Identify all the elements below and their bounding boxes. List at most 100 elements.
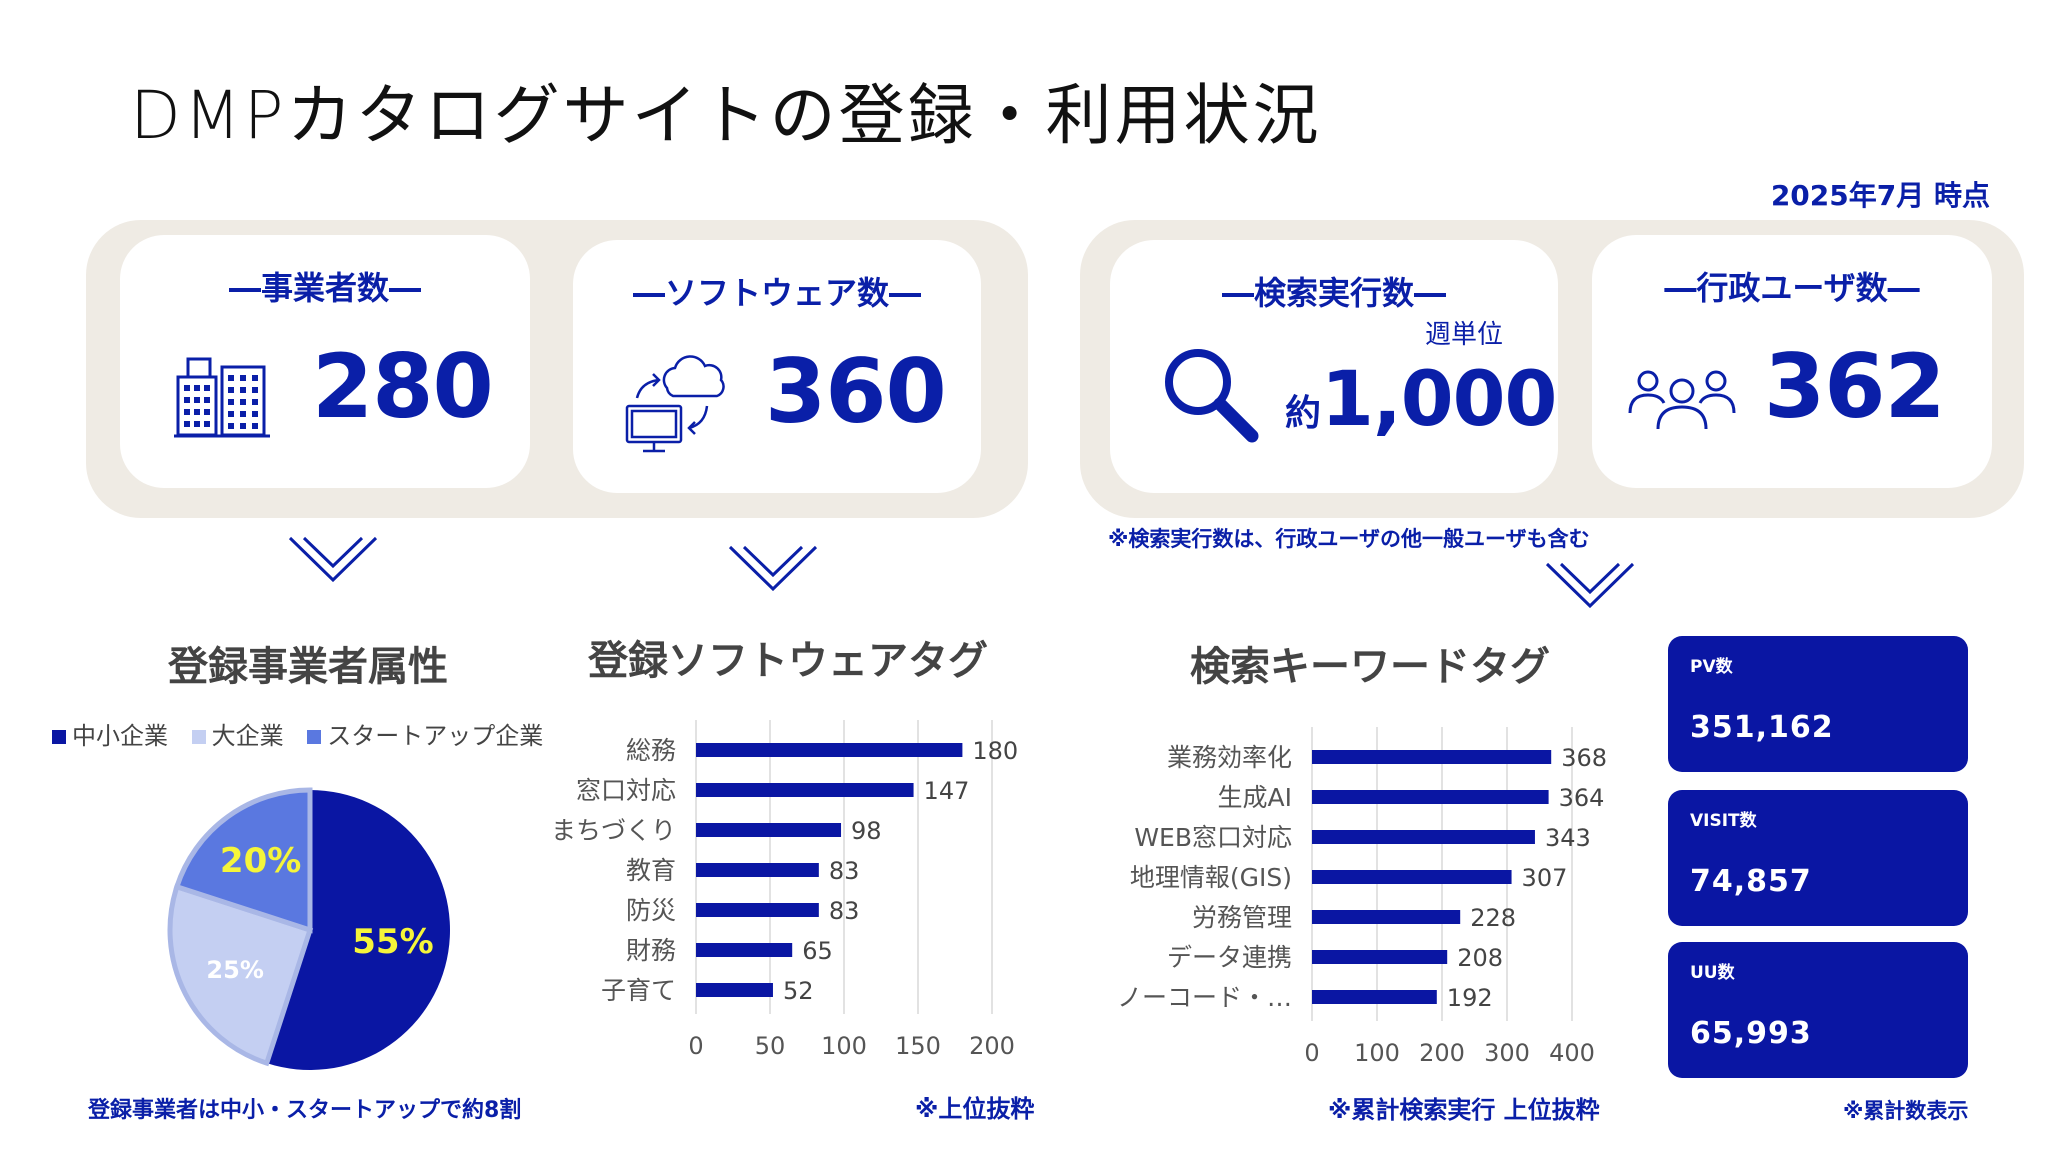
pv-value: 351,162	[1690, 710, 1834, 745]
legend-item: 大企業	[191, 722, 284, 750]
chevron-down-icon	[728, 545, 818, 591]
pie-slice	[266, 790, 450, 1070]
software-count-value: 360	[765, 340, 947, 443]
legend-item: スタートアップ企業	[307, 722, 543, 750]
pv-label: PV数	[1690, 657, 1733, 677]
y-category-label: まちづくり	[551, 816, 676, 845]
bar	[1312, 950, 1448, 964]
pv-stat-box: PV数 351,162	[1668, 636, 1968, 772]
stats-note: ※累計数表示	[1843, 1099, 1969, 1123]
y-category-label: データ連携	[1167, 943, 1292, 972]
chevron-down-icon	[288, 536, 378, 582]
bar-value-label: 368	[1561, 744, 1607, 772]
business-count-title: ―事業者数―	[228, 269, 421, 307]
y-category-label: 総務	[626, 736, 676, 765]
legend-item: 中小企業	[52, 722, 168, 750]
bar	[1312, 830, 1535, 844]
pie-slice-label: 55%	[352, 922, 433, 962]
bar	[696, 743, 963, 757]
x-tick-label: 100	[821, 1032, 867, 1060]
y-category-label: 教育	[626, 856, 676, 885]
bar-value-label: 192	[1447, 984, 1493, 1012]
legend-swatch	[307, 730, 322, 744]
legend-swatch	[52, 730, 66, 744]
uu-stat-box: UU数 65,993	[1668, 942, 1968, 1078]
cloud-monitor-sync-icon	[625, 355, 725, 453]
software-tags-bar-chart: 0 50 100 150 200 180 総務 147 窓口対応 98 まちづくり 83 教育 83 防災 6…	[551, 720, 1018, 1060]
bar-value-label: 343	[1545, 824, 1591, 852]
y-category-label: 防災	[626, 896, 676, 925]
x-tick-label: 400	[1549, 1039, 1595, 1067]
software-count-card: ―ソフトウェア数― 360	[573, 240, 981, 493]
search-count-note: ※検索実行数は、行政ユーザの他一般ユーザも含む	[1108, 527, 1590, 551]
business-attr-pie-chart: 55% 25% 20%	[167, 787, 450, 1070]
bar	[696, 903, 819, 917]
gov-user-count-card: ―行政ユーザ数― 362	[1592, 235, 1992, 488]
y-category-label: 子育て	[601, 976, 676, 1005]
building-icon	[174, 357, 270, 438]
business-attr-note: 登録事業者は中小・スタートアップで約8割	[88, 1098, 522, 1123]
bar-value-label: 52	[783, 977, 814, 1005]
bar	[1312, 870, 1512, 884]
bar	[1312, 750, 1552, 764]
search-icon	[1165, 349, 1259, 443]
search-count-number: 1,000	[1321, 354, 1557, 443]
x-tick-label: 0	[688, 1032, 703, 1060]
legend-label: スタートアップ企業	[327, 722, 544, 750]
page-title: DMPカタログサイトの登録・利用状況	[130, 77, 1322, 154]
x-tick-label: 100	[1354, 1039, 1400, 1067]
business-count-card: ―事業者数― 280	[120, 235, 530, 488]
y-category-label: 地理情報(GIS)	[1130, 863, 1292, 892]
pie-legend: 中小企業 大企業 スタートアップ企業	[52, 716, 543, 751]
y-category-label: ノーコード・…	[1117, 983, 1292, 1012]
x-tick-label: 0	[1304, 1039, 1319, 1067]
bar-value-label: 208	[1457, 944, 1503, 972]
bar	[1312, 990, 1437, 1004]
software-tags-note: ※上位抜粋	[915, 1095, 1035, 1123]
bar-value-label: 364	[1559, 784, 1605, 812]
bar	[696, 863, 819, 877]
y-category-label: 窓口対応	[576, 776, 676, 805]
y-category-label: 業務効率化	[1167, 743, 1292, 772]
search-count-title: ―検索実行数―	[1221, 274, 1446, 312]
bar-value-label: 83	[829, 897, 860, 925]
legend-label: 中小企業	[72, 722, 168, 750]
y-category-label: 労務管理	[1192, 903, 1292, 932]
visit-value: 74,857	[1690, 864, 1812, 899]
pie-slice-label: 25%	[206, 956, 263, 984]
gov-user-count-value: 362	[1764, 335, 1946, 438]
uu-value: 65,993	[1690, 1016, 1812, 1051]
bar-value-label: 65	[802, 937, 833, 965]
software-count-title: ―ソフトウェア数―	[632, 274, 921, 312]
keyword-tags-title: 検索キーワードタグ	[1190, 644, 1550, 690]
search-count-card: ―検索実行数― 週単位 約1,000	[1110, 240, 1558, 493]
bar-value-label: 147	[924, 777, 970, 805]
pie-slice	[167, 883, 314, 1067]
as-of-date: 2025年7月 時点	[1770, 179, 1990, 212]
legend-label: 大企業	[211, 722, 284, 750]
uu-label: UU数	[1690, 963, 1735, 983]
business-attr-title: 登録事業者属性	[168, 644, 448, 690]
x-tick-label: 50	[755, 1032, 786, 1060]
bar-value-label: 83	[829, 857, 860, 885]
y-category-label: 財務	[626, 936, 676, 965]
search-count-unit: 週単位	[1425, 320, 1504, 350]
x-tick-label: 300	[1484, 1039, 1530, 1067]
gov-user-count-title: ―行政ユーザ数―	[1664, 269, 1920, 307]
visit-stat-box: VISIT数 74,857	[1668, 790, 1968, 926]
bar-value-label: 98	[851, 817, 882, 845]
x-tick-label: 200	[1419, 1039, 1465, 1067]
chevron-down-icon	[1545, 562, 1635, 608]
x-tick-label: 150	[895, 1032, 941, 1060]
bar-value-label: 180	[972, 737, 1018, 765]
bar	[696, 783, 914, 797]
bar-value-label: 307	[1522, 864, 1568, 892]
search-count-value: 約1,000	[1285, 343, 1557, 446]
bar-value-label: 228	[1470, 904, 1516, 932]
x-tick-label: 200	[969, 1032, 1015, 1060]
business-count-value: 280	[312, 335, 494, 438]
pie-slice-label: 20%	[220, 841, 301, 881]
search-count-prefix: 約	[1285, 393, 1322, 434]
keyword-tags-note: ※累計検索実行 上位抜粋	[1328, 1096, 1600, 1124]
bar	[696, 983, 773, 997]
